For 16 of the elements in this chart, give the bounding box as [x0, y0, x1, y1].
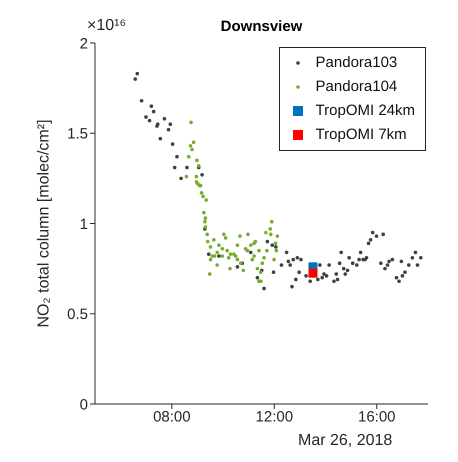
x-tick-label: 16:00: [358, 408, 396, 426]
annotation-text: Mar 26, 2018: [298, 432, 392, 450]
legend-label: TropOMI 24km: [316, 101, 415, 121]
legend-label: TropOMI 7km: [316, 125, 407, 145]
y-tick-label: 1: [80, 216, 88, 233]
y-tick-label: 1.5: [67, 126, 88, 143]
legend-label: Pandora104: [316, 77, 398, 97]
y-tick-label: 2: [80, 35, 88, 52]
annotation-text: ×10¹⁶: [87, 17, 126, 35]
y-tick-label: 0.5: [67, 306, 88, 324]
y-tick-label: 0: [80, 396, 88, 414]
y-axis-title: NO₂ total column [molec/cm²]: [36, 119, 53, 328]
chart-title: Downsview: [220, 18, 303, 35]
legend-label: Pandora103: [316, 53, 398, 73]
x-tick-label: 12:00: [256, 408, 294, 426]
x-tick-label: 08:00: [153, 408, 191, 426]
